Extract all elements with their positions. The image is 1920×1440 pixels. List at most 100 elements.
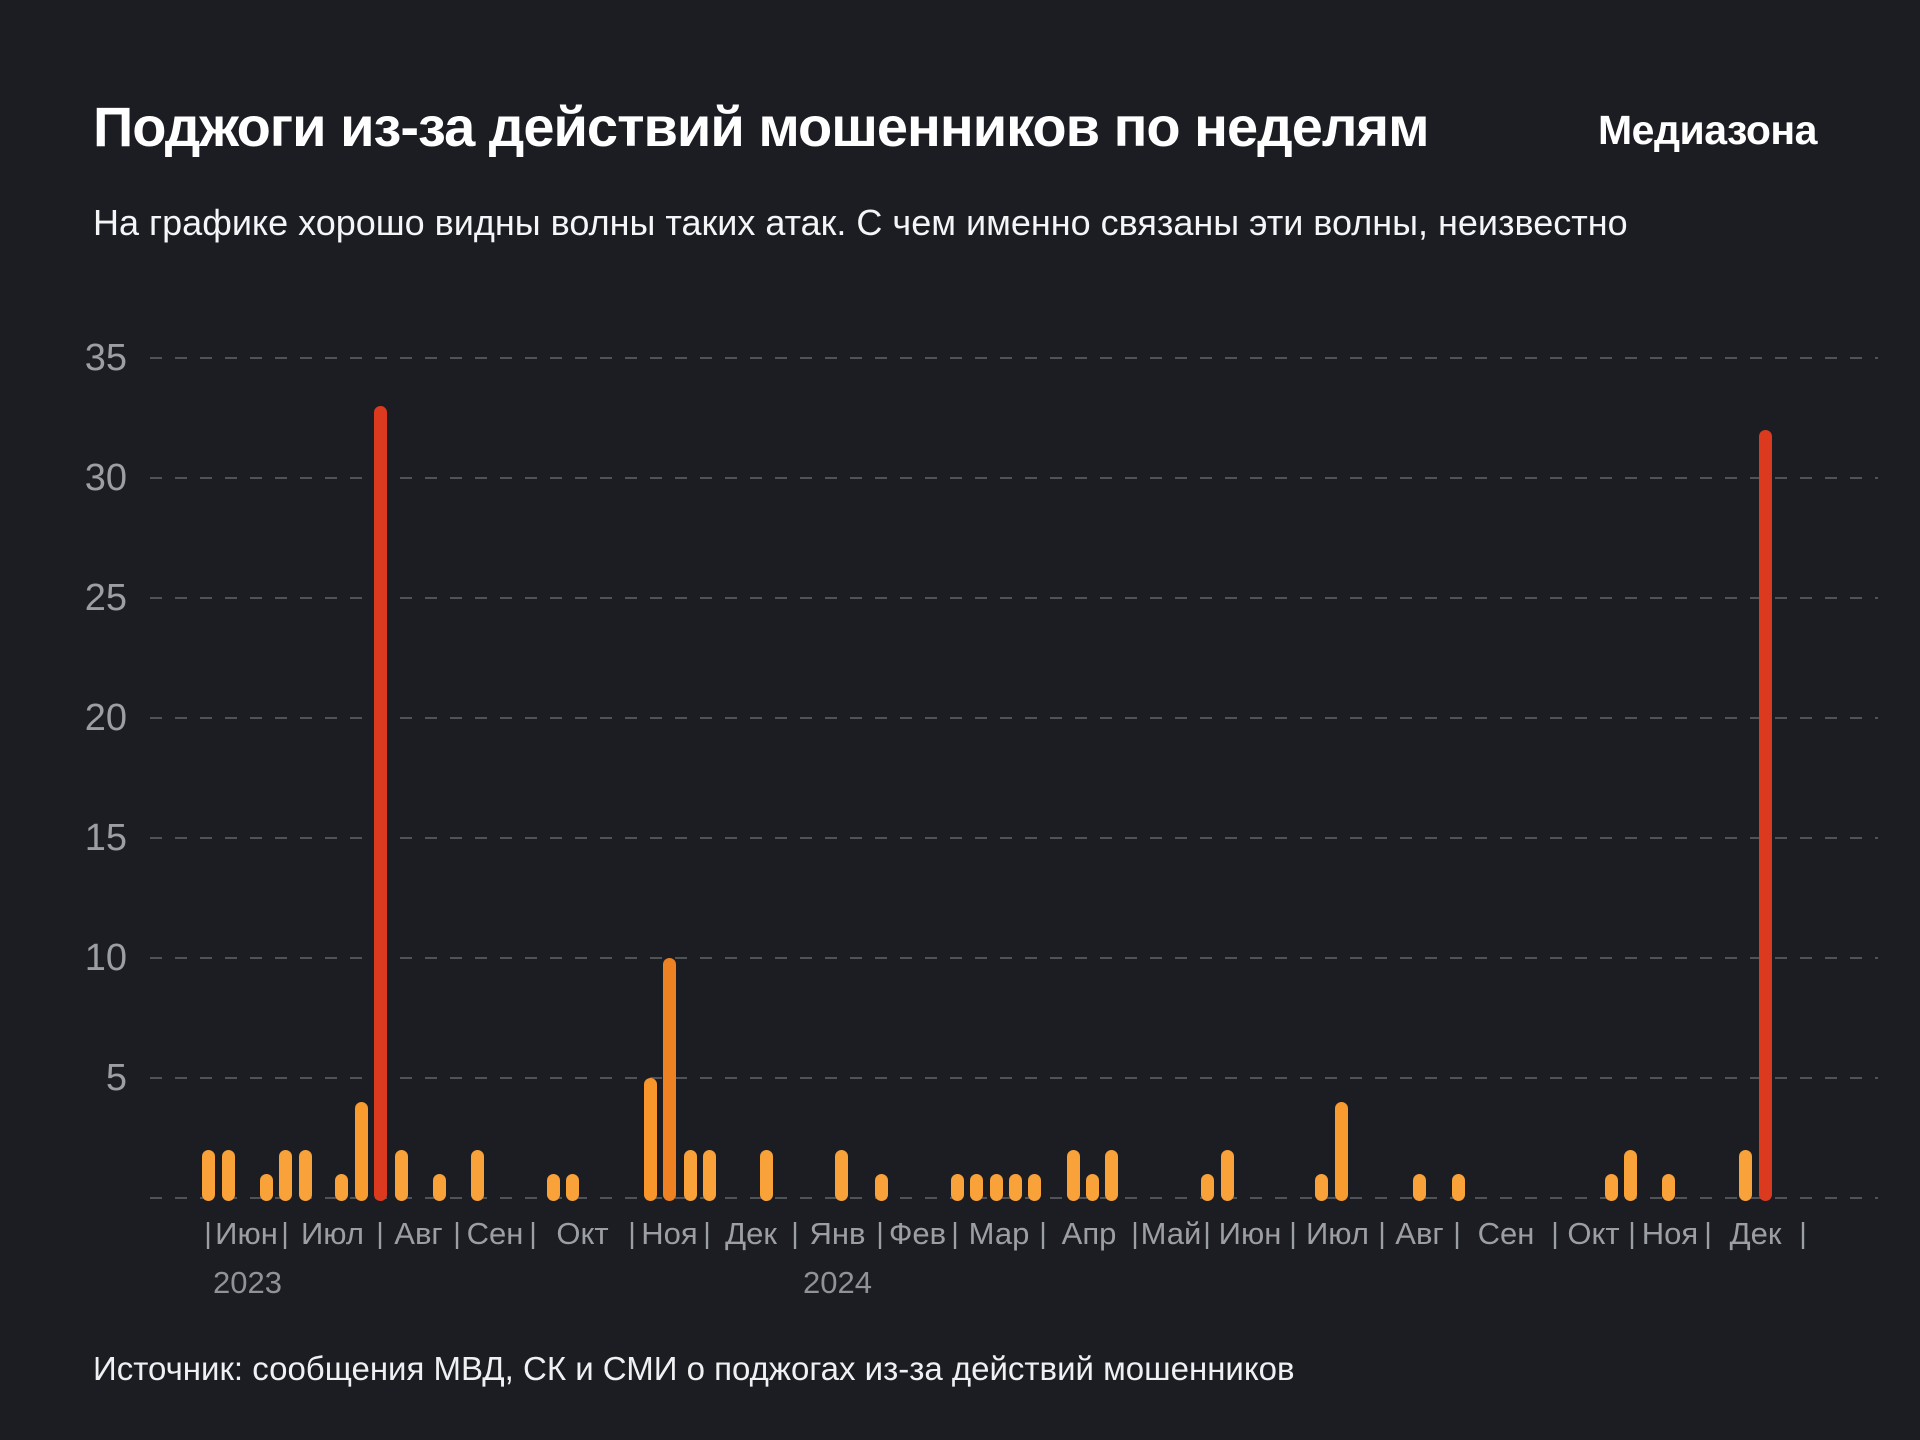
bar [1066,1150,1080,1201]
page-title: Поджоги из-за действий мошенников по нед… [93,95,1430,158]
chart-subtitle: На графике хорошо видны волны таких атак… [93,202,1628,243]
month-tick: | [1551,1218,1559,1250]
month-label: Фев [888,1216,947,1251]
month-tick: | [1039,1218,1047,1250]
bar [1027,1174,1041,1201]
month-label: Июн [1218,1216,1282,1251]
bar [334,1174,348,1201]
bar [1758,430,1772,1201]
bar [1200,1174,1214,1201]
month-label: Окт [556,1216,609,1251]
bar [432,1174,446,1201]
gridline [150,597,1878,599]
year-label: 2024 [803,1265,872,1300]
month-tick: | [376,1218,384,1250]
bar [683,1150,697,1201]
month-label: Сен [1477,1216,1535,1251]
month-tick: | [453,1218,461,1250]
bar [259,1174,273,1201]
bar [989,1174,1003,1201]
bar [1008,1174,1022,1201]
month-tick: | [1704,1218,1712,1250]
bar [373,406,387,1201]
month-tick: | [281,1218,289,1250]
bar [662,958,676,1201]
bar [354,1102,368,1201]
month-label: Янв [809,1216,866,1251]
gridline [150,717,1878,719]
month-label: Ноя [641,1216,698,1251]
bar [1314,1174,1328,1201]
y-axis-label: 15 [84,817,127,859]
bar [759,1150,773,1201]
y-axis-label: 30 [84,457,127,499]
bar [1661,1174,1675,1201]
bar [565,1174,579,1201]
bar [1623,1150,1637,1201]
bar [702,1150,716,1201]
month-label: Авг [394,1216,443,1251]
bar [1412,1174,1426,1201]
gridline [150,477,1878,479]
month-label: Май [1140,1216,1202,1251]
month-tick: | [628,1218,636,1250]
bar [298,1150,312,1201]
bar [643,1078,657,1201]
month-label: Авг [1395,1216,1444,1251]
bar [1104,1150,1118,1201]
month-tick: | [1799,1218,1807,1250]
gridline [150,837,1878,839]
source-note: Источник: сообщения МВД, СК и СМИ о подж… [93,1350,1295,1387]
month-tick: | [204,1218,212,1250]
bar [1085,1174,1099,1201]
month-tick: | [791,1218,799,1250]
bar [1738,1150,1752,1201]
gridline [150,957,1878,959]
y-axis-label: 35 [84,337,127,379]
month-tick: | [1453,1218,1461,1250]
y-axis-label: 5 [105,1057,127,1099]
bar [201,1150,215,1201]
month-tick: | [876,1218,884,1250]
y-axis-label: 20 [84,697,127,739]
gridline [150,357,1878,359]
bar [546,1174,560,1201]
bar [1220,1150,1234,1201]
month-label: Сен [466,1216,524,1251]
y-axis-label: 25 [84,577,127,619]
month-label: Июн [215,1216,278,1251]
bar [834,1150,848,1201]
bar [969,1174,983,1201]
month-tick: | [951,1218,959,1250]
mediazona-logo: Медиазона [1598,107,1817,153]
month-label: Окт [1567,1216,1620,1251]
month-label: Мар [968,1216,1030,1251]
bar [1604,1174,1618,1201]
month-label: Июл [1306,1216,1369,1251]
month-label: Дек [725,1216,777,1251]
month-tick: | [1203,1218,1211,1250]
bar [1451,1174,1465,1201]
month-tick: | [529,1218,537,1250]
bar [394,1150,408,1201]
month-tick: | [1378,1218,1386,1250]
bar [950,1174,964,1201]
bar [221,1150,235,1201]
y-axis-label: 10 [84,937,127,979]
month-label: Дек [1729,1216,1782,1251]
bar [1334,1102,1348,1201]
month-label: Июл [301,1216,364,1251]
month-label: Ноя [1641,1216,1699,1251]
bar [470,1150,484,1201]
bar [278,1150,292,1201]
bar [874,1174,888,1201]
month-tick: | [1289,1218,1297,1250]
month-tick: | [1628,1218,1636,1250]
month-tick: | [703,1218,711,1250]
month-label: Апр [1061,1216,1117,1251]
year-label: 2023 [213,1265,282,1300]
month-tick: | [1131,1218,1139,1250]
gridline [150,1077,1878,1079]
